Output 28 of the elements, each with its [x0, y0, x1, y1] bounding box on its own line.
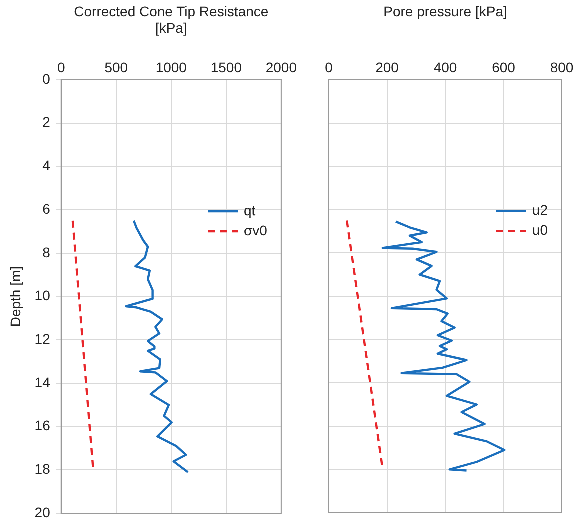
- y-tick-label: 10: [34, 288, 51, 304]
- x-tick-label: 200: [376, 59, 400, 76]
- x-tick-label: 400: [434, 59, 458, 76]
- x-tick-label: 1500: [210, 59, 242, 76]
- x-tick-label: 600: [492, 59, 516, 76]
- legend-label: qt: [244, 202, 256, 218]
- x-tick-label: 0: [325, 59, 334, 76]
- legend-label: u2: [532, 202, 548, 218]
- legend-label: u0: [532, 222, 548, 238]
- y-tick-label: 4: [42, 158, 51, 174]
- x-tick-label: 2000: [266, 59, 298, 76]
- y-tick-label: 14: [34, 374, 51, 390]
- y-tick-label: 18: [34, 461, 51, 478]
- y-axis-title: Depth [m]: [7, 266, 24, 328]
- x-tick-label: 500: [104, 59, 128, 76]
- y-tick-label: 2: [42, 114, 51, 130]
- x-tick-label: 800: [550, 59, 574, 76]
- y-tick-label: 12: [34, 331, 51, 348]
- y-tick-label: 0: [42, 70, 51, 87]
- y-tick-label: 6: [42, 200, 51, 217]
- x-axis-title: Pore pressure [kPa]: [384, 3, 508, 20]
- x-axis-title: Corrected Cone Tip Resistance [kPa]: [74, 3, 269, 36]
- y-tick-label: 20: [34, 504, 51, 520]
- legend-label: σv0: [244, 222, 268, 238]
- x-tick-label: 1000: [156, 59, 188, 76]
- x-tick-label: 0: [57, 59, 66, 76]
- y-tick-label: 16: [34, 418, 51, 434]
- y-tick-label: 8: [42, 244, 51, 260]
